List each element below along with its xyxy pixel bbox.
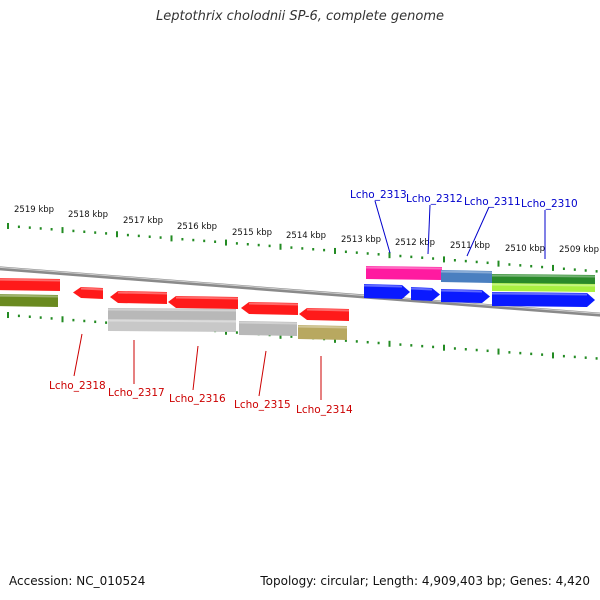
feature-shine — [80, 287, 104, 291]
scale-label: 2509 kbp — [559, 245, 599, 255]
feature-shine — [491, 292, 588, 296]
leader-line — [192, 345, 199, 391]
gene-label-lcho-2310: Lcho_2310 — [521, 198, 578, 210]
gene-feature-lcho-2313 — [366, 266, 442, 280]
feature-shine — [363, 284, 403, 288]
gene-feature-lcho-2318 — [73, 287, 103, 299]
gene-feature-lcho-2317 — [110, 291, 167, 304]
gene-label-lcho-2312: Lcho_2312 — [406, 193, 463, 205]
scale-label: 2515 kbp — [232, 228, 272, 238]
leader-line — [73, 333, 83, 377]
scale-label: 2518 kbp — [68, 210, 108, 220]
scale-label: 2517 kbp — [123, 216, 163, 226]
scale-label: 2516 kbp — [177, 222, 217, 232]
feature-shine — [297, 325, 348, 329]
gene-feature-lcho-2316 — [168, 296, 238, 309]
gene-label-lcho-2317: Lcho_2317 — [108, 387, 165, 399]
gene-feature-lcho-2315 — [241, 302, 298, 315]
accession-text: Accession: NC_010524 — [9, 574, 146, 588]
feature-shine — [365, 266, 443, 270]
gene-feature-grey-2 — [108, 319, 236, 332]
feature-shine — [491, 283, 596, 287]
feature-shine — [491, 274, 596, 278]
gene-features — [0, 266, 596, 340]
label-leaders — [73, 200, 546, 400]
scale-label: 2514 kbp — [286, 231, 326, 241]
gene-feature-olive — [0, 294, 58, 307]
gene-label-lcho-2318: Lcho_2318 — [49, 380, 106, 392]
map-title: Leptothrix cholodnii SP-6, complete geno… — [156, 9, 444, 24]
gene-feature-red — [0, 278, 60, 291]
gene-feature-lime — [492, 283, 595, 292]
feature-shine — [107, 319, 237, 323]
genome-backbone — [0, 266, 600, 317]
feature-shine — [440, 289, 483, 293]
feature-shine — [107, 308, 237, 312]
gene-feature-grey — [108, 308, 236, 321]
feature-shine — [0, 294, 59, 298]
feature-shine — [306, 308, 350, 312]
scale-label: 2511 kbp — [450, 241, 490, 251]
feature-shine — [248, 302, 299, 306]
gene-label-lcho-2315: Lcho_2315 — [234, 399, 291, 411]
leader-line — [374, 200, 391, 254]
feature-shine — [440, 270, 493, 274]
genome-backbone-highlight — [0, 266, 600, 315]
gene-label-lcho-2313: Lcho_2313 — [350, 189, 407, 201]
scale-label: 2510 kbp — [505, 244, 545, 254]
leader-line — [258, 350, 267, 397]
scale-label: 2519 kbp — [14, 205, 54, 215]
feature-shine — [175, 296, 239, 300]
feature-shine — [117, 291, 168, 295]
gene-feature-lcho-2311 — [441, 289, 490, 303]
leader-line — [466, 206, 490, 257]
gene-feature-lcho-2310 — [492, 292, 595, 307]
gene-labels: Lcho_2313 Lcho_2312 Lcho_2311 Lcho_2310 Lcho… — [49, 189, 578, 416]
gene-feature-blue-2 — [411, 287, 440, 301]
gene-label-lcho-2311: Lcho_2311 — [464, 196, 521, 208]
scale-label: 2513 kbp — [341, 235, 381, 245]
feature-shine — [238, 321, 298, 325]
gene-feature-lcho-2314 — [299, 308, 349, 321]
gene-feature-blue-1 — [364, 284, 410, 299]
leader-line — [427, 204, 431, 255]
genome-summary-text: Topology: circular; Length: 4,909,403 bp… — [260, 574, 590, 588]
gene-feature-grey-3 — [239, 321, 297, 336]
gene-feature-lcho-2312 — [441, 270, 492, 283]
gene-label-lcho-2316: Lcho_2316 — [169, 393, 226, 405]
scale-labels: 2519 kbp 2518 kbp 2517 kbp 2516 kbp 2515 kbp… — [14, 205, 599, 255]
feature-shine — [410, 287, 433, 291]
gene-feature-khaki — [298, 325, 347, 340]
scale-ticks-outer — [7, 222, 598, 273]
gene-label-lcho-2314: Lcho_2314 — [296, 404, 353, 416]
feature-shine — [0, 278, 61, 282]
scale-label: 2512 kbp — [395, 238, 435, 248]
